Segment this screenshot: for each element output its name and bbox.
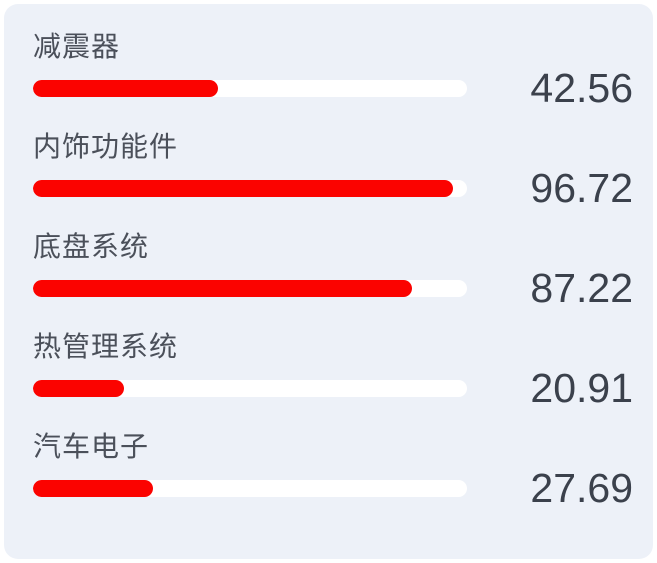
category-label: 汽车电子 bbox=[33, 431, 150, 462]
bar-track bbox=[33, 480, 467, 497]
bar-value: 42.56 bbox=[530, 65, 633, 111]
bar-fill bbox=[33, 80, 218, 97]
category-label: 热管理系统 bbox=[33, 331, 179, 362]
bar-fill bbox=[33, 180, 453, 197]
category-label: 底盘系统 bbox=[33, 231, 150, 262]
bar-track bbox=[33, 380, 467, 397]
bar-row: 内饰功能件 96.72 bbox=[33, 130, 633, 213]
bar-line: 27.69 bbox=[33, 464, 633, 513]
bar-fill bbox=[33, 480, 154, 497]
category-label: 减震器 bbox=[33, 31, 121, 62]
bar-row: 底盘系统 87.22 bbox=[33, 230, 633, 313]
bar-fill bbox=[33, 280, 412, 297]
bar-row: 减震器 42.56 bbox=[33, 30, 633, 113]
bar-line: 20.91 bbox=[33, 364, 633, 413]
bar-track bbox=[33, 80, 467, 97]
bar-value: 87.22 bbox=[530, 265, 633, 311]
bar-fill bbox=[33, 380, 124, 397]
category-label: 内饰功能件 bbox=[33, 131, 179, 162]
bar-value: 27.69 bbox=[530, 465, 633, 511]
bar-track bbox=[33, 280, 467, 297]
bar-line: 42.56 bbox=[33, 64, 633, 113]
bar-row: 汽车电子 27.69 bbox=[33, 430, 633, 513]
bar-row: 热管理系统 20.91 bbox=[33, 330, 633, 413]
bar-line: 96.72 bbox=[33, 164, 633, 213]
bar-value: 20.91 bbox=[530, 365, 633, 411]
bar-track bbox=[33, 180, 467, 197]
bar-value: 96.72 bbox=[530, 165, 633, 211]
bar-line: 87.22 bbox=[33, 264, 633, 313]
chart-card: 减震器 42.56 内饰功能件 96.72 底盘系统 bbox=[4, 4, 653, 559]
